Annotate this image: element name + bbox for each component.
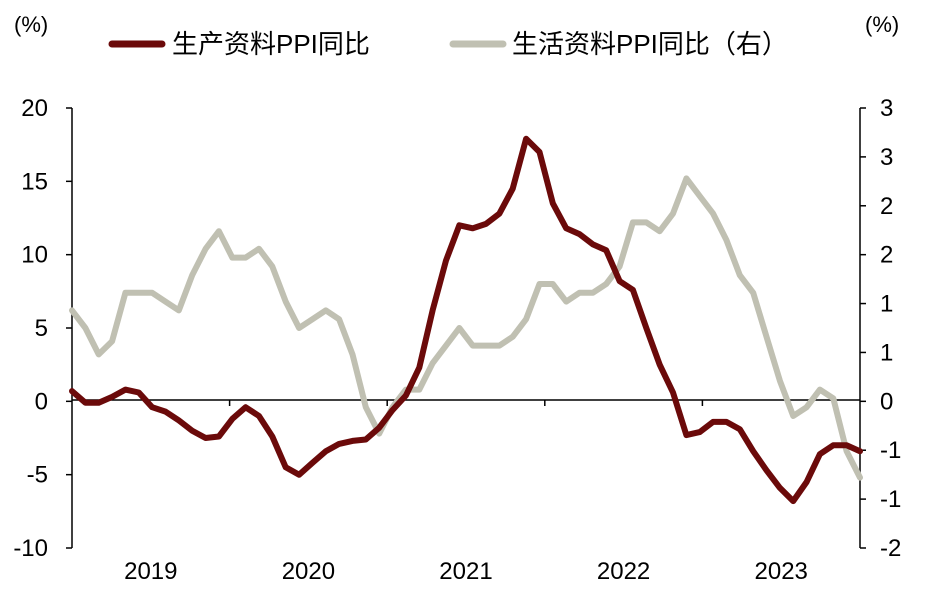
right-tick-label: 3 xyxy=(880,95,893,122)
left-tick-label: 15 xyxy=(21,168,48,195)
right-tick-label: -1 xyxy=(880,437,901,464)
left-tick-label: 10 xyxy=(21,242,48,269)
legend-label-series-2: 生活资料PPI同比（右） xyxy=(512,29,788,59)
right-tick-label: -1 xyxy=(880,486,901,513)
legend: 生产资料PPI同比 生活资料PPI同比（右） xyxy=(108,29,788,59)
left-tick-label: -10 xyxy=(13,535,48,562)
left-axis-unit-label: (%) xyxy=(14,12,48,37)
left-tick-label: 0 xyxy=(35,388,48,415)
right-axis-ticks: -2 -1 -1 0 1 1 2 2 3 3 xyxy=(860,95,901,562)
series-line-living-goods-ppi xyxy=(69,175,863,481)
right-tick-label: -2 xyxy=(880,535,901,562)
left-tick-label: -5 xyxy=(27,462,48,489)
left-tick-label: 5 xyxy=(35,315,48,342)
series-line-production-goods-ppi xyxy=(69,135,863,505)
x-axis-ticks: 2019 2020 2021 2022 2023 xyxy=(124,400,808,585)
right-tick-label: 0 xyxy=(880,388,893,415)
right-tick-label: 3 xyxy=(880,144,893,171)
left-axis-ticks: -10 -5 0 5 10 15 20 xyxy=(13,95,72,562)
right-tick-label: 2 xyxy=(880,193,893,220)
x-tick-label: 2023 xyxy=(755,558,808,585)
right-tick-label: 1 xyxy=(880,339,893,366)
left-tick-label: 20 xyxy=(21,95,48,122)
right-tick-label: 2 xyxy=(880,242,893,269)
legend-label-series-1: 生产资料PPI同比 xyxy=(172,29,370,59)
x-tick-label: 2019 xyxy=(124,558,177,585)
x-tick-label: 2021 xyxy=(439,558,492,585)
right-axis-unit-label: (%) xyxy=(865,12,899,37)
right-tick-label: 1 xyxy=(880,291,893,318)
x-tick-label: 2020 xyxy=(282,558,335,585)
x-tick-label: 2022 xyxy=(597,558,650,585)
